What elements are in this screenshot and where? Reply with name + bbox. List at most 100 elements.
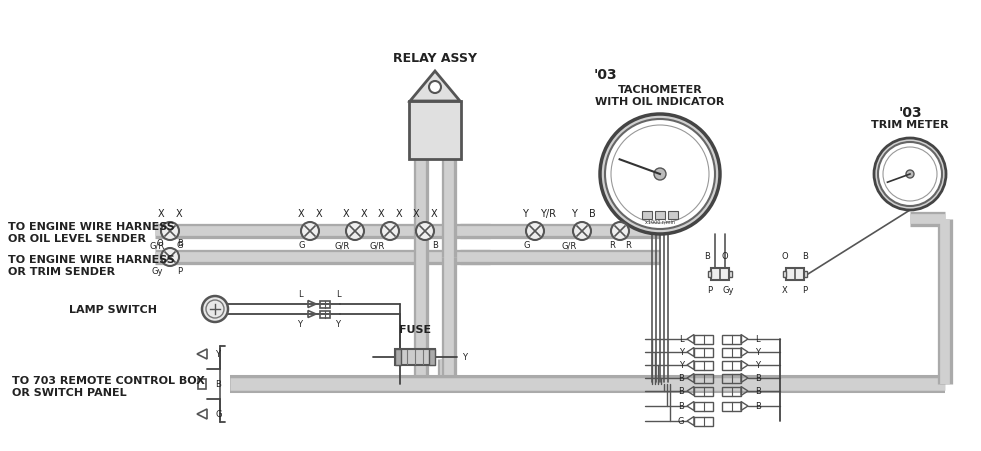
Bar: [198, 379, 206, 389]
Bar: [320, 301, 330, 308]
Circle shape: [600, 115, 720, 235]
Bar: [642, 212, 652, 220]
Text: L: L: [755, 335, 759, 344]
Text: Y/R: Y/R: [540, 208, 556, 219]
Text: B: B: [678, 387, 684, 396]
Text: B: B: [215, 380, 221, 389]
Text: OR OIL LEVEL SENDER: OR OIL LEVEL SENDER: [8, 234, 146, 244]
Circle shape: [906, 170, 914, 179]
Text: TO 703 REMOTE CONTROL BOX: TO 703 REMOTE CONTROL BOX: [12, 375, 205, 385]
Text: L: L: [297, 290, 302, 299]
Text: OR SWITCH PANEL: OR SWITCH PANEL: [12, 387, 127, 397]
Bar: [694, 348, 713, 357]
Text: Y: Y: [522, 208, 528, 219]
Text: X: X: [782, 286, 788, 295]
Text: X: X: [431, 208, 438, 219]
Text: FUSE: FUSE: [399, 324, 431, 334]
Bar: [722, 374, 741, 382]
Text: Y: Y: [336, 320, 340, 329]
Bar: [722, 361, 741, 370]
Text: Y: Y: [215, 350, 220, 359]
Text: G: G: [299, 241, 305, 250]
Bar: [694, 361, 713, 370]
Text: Y: Y: [679, 361, 684, 370]
Text: Y: Y: [297, 320, 302, 329]
Text: X: X: [316, 208, 323, 219]
Polygon shape: [410, 72, 460, 102]
Text: O: O: [157, 239, 163, 248]
Text: G: G: [177, 241, 183, 250]
Text: X: X: [395, 208, 402, 219]
Text: Y: Y: [679, 348, 684, 357]
Text: x1000 r/min: x1000 r/min: [645, 219, 675, 224]
Text: X: X: [342, 208, 349, 219]
Circle shape: [526, 222, 544, 240]
Circle shape: [202, 296, 228, 322]
Bar: [786, 268, 804, 281]
Bar: [783, 272, 786, 277]
Text: Y: Y: [571, 208, 577, 219]
Text: G: G: [215, 410, 222, 419]
Bar: [708, 272, 711, 277]
Text: P: P: [707, 286, 712, 295]
Text: WITH OIL INDICATOR: WITH OIL INDICATOR: [595, 97, 725, 107]
Text: B: B: [678, 374, 684, 382]
Text: TO ENGINE WIRE HARNESS: TO ENGINE WIRE HARNESS: [8, 221, 175, 231]
Bar: [804, 272, 807, 277]
Text: Gy: Gy: [151, 267, 163, 276]
Text: R: R: [625, 241, 631, 250]
Bar: [395, 349, 435, 365]
Text: Y: Y: [755, 348, 760, 357]
Text: G/R: G/R: [335, 241, 349, 250]
Text: '03: '03: [594, 68, 617, 82]
Text: O: O: [722, 252, 728, 261]
Bar: [668, 212, 678, 220]
Text: B: B: [589, 208, 595, 219]
Bar: [655, 212, 665, 220]
Text: B: B: [704, 252, 710, 261]
Circle shape: [416, 222, 434, 240]
Circle shape: [161, 249, 179, 267]
Bar: [395, 349, 401, 365]
Bar: [722, 387, 741, 396]
Text: P: P: [802, 286, 807, 295]
Text: B: B: [755, 374, 761, 382]
Bar: [694, 401, 713, 410]
Text: B: B: [678, 401, 684, 410]
Circle shape: [874, 139, 946, 211]
Text: X: X: [158, 208, 164, 219]
Text: X: X: [378, 208, 385, 219]
Bar: [694, 374, 713, 382]
Bar: [694, 387, 713, 396]
Bar: [320, 311, 330, 318]
Circle shape: [161, 222, 179, 240]
Text: X: X: [361, 208, 367, 219]
Text: '03: '03: [899, 106, 922, 120]
Circle shape: [381, 222, 399, 240]
Text: TO ENGINE WIRE HARNESS: TO ENGINE WIRE HARNESS: [8, 254, 175, 264]
Text: G: G: [678, 417, 684, 426]
Circle shape: [573, 222, 591, 240]
Bar: [711, 268, 729, 281]
Text: X: X: [413, 208, 419, 219]
Text: B: B: [177, 239, 182, 248]
Circle shape: [605, 120, 715, 230]
Text: LAMP SWITCH: LAMP SWITCH: [69, 304, 157, 314]
Text: L: L: [336, 290, 340, 299]
Text: TRIM METER: TRIM METER: [871, 120, 949, 130]
Bar: [722, 348, 741, 357]
Text: P: P: [178, 267, 182, 276]
Text: L: L: [680, 335, 684, 344]
Text: O: O: [782, 252, 789, 261]
Circle shape: [654, 169, 666, 180]
Text: R: R: [609, 241, 615, 250]
Circle shape: [301, 222, 319, 240]
Text: G/R: G/R: [149, 241, 165, 250]
Bar: [729, 272, 732, 277]
Text: Y: Y: [755, 361, 760, 370]
Text: G: G: [524, 241, 531, 250]
Bar: [722, 401, 741, 410]
Text: B: B: [432, 241, 438, 250]
Circle shape: [429, 82, 441, 94]
Text: OR TRIM SENDER: OR TRIM SENDER: [8, 267, 115, 276]
